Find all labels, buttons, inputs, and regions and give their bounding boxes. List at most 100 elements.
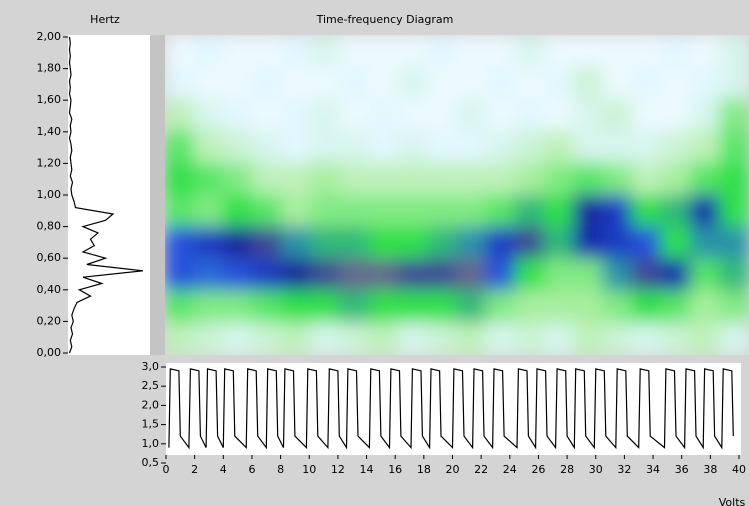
heatmap-cell bbox=[193, 194, 224, 228]
heatmap-cell bbox=[602, 290, 633, 324]
y-tick-label: 1,00 bbox=[37, 188, 62, 201]
heatmap-cell bbox=[719, 290, 749, 324]
heatmap-cell bbox=[544, 130, 575, 164]
heatmap-cell bbox=[544, 226, 575, 260]
heatmap-cell bbox=[456, 194, 487, 228]
heatmap-cell bbox=[310, 130, 341, 164]
x-tick-label: 6 bbox=[248, 463, 255, 476]
heatmap-cell bbox=[281, 35, 312, 68]
heatmap-cell bbox=[310, 162, 341, 196]
heatmap-cell bbox=[514, 162, 546, 196]
heatmap-cell bbox=[165, 162, 195, 196]
x-tick-label: 38 bbox=[703, 463, 717, 476]
data-line bbox=[168, 368, 734, 450]
heatmap-cell bbox=[602, 98, 633, 132]
heatmap-cell bbox=[252, 322, 283, 355]
heatmap-cell bbox=[485, 194, 516, 228]
heatmap-cell bbox=[660, 35, 692, 68]
heatmap-cell bbox=[398, 35, 429, 68]
heatmap-cell bbox=[660, 66, 692, 100]
heatmap-cell bbox=[165, 98, 195, 132]
heatmap-cell bbox=[165, 35, 195, 68]
heatmap-cell bbox=[631, 322, 662, 355]
heatmap-cell bbox=[690, 290, 721, 324]
heatmap-cell bbox=[310, 322, 341, 355]
heatmap-cell bbox=[544, 162, 575, 196]
heatmap-cell bbox=[573, 322, 604, 355]
y-tick-label: 0,5 bbox=[142, 456, 160, 469]
heatmap-cell bbox=[281, 322, 312, 355]
heatmap-cell bbox=[398, 194, 429, 228]
heatmap-cell bbox=[719, 130, 749, 164]
heatmap-cell bbox=[252, 290, 283, 324]
heatmap-cell bbox=[222, 98, 254, 132]
heatmap-cell bbox=[573, 35, 604, 68]
heatmap-cell bbox=[631, 226, 662, 260]
heatmap-cell bbox=[310, 290, 341, 324]
heatmap-cell bbox=[514, 226, 546, 260]
heatmap-cell bbox=[222, 35, 254, 68]
heatmap-cell bbox=[690, 35, 721, 68]
heatmap-cell bbox=[573, 258, 604, 292]
heatmap-cell bbox=[398, 98, 429, 132]
heatmap-cell bbox=[398, 226, 429, 260]
heatmap-cell bbox=[660, 322, 692, 355]
heatmap-cell bbox=[368, 322, 400, 355]
y-tick-label: 0,00 bbox=[37, 346, 62, 359]
heatmap-cell bbox=[719, 66, 749, 100]
heatmap-cell bbox=[165, 66, 195, 100]
heatmap-cell bbox=[602, 35, 633, 68]
heatmap-cell bbox=[368, 66, 400, 100]
heatmap-cell bbox=[427, 194, 458, 228]
heatmap-cell bbox=[631, 258, 662, 292]
x-tick-label: 32 bbox=[617, 463, 631, 476]
heatmap-cell bbox=[456, 130, 487, 164]
heatmap-cell bbox=[427, 130, 458, 164]
heatmap-cell bbox=[398, 130, 429, 164]
panel-gap bbox=[150, 35, 165, 355]
heatmap-cell bbox=[485, 258, 516, 292]
heatmap-cell bbox=[602, 226, 633, 260]
heatmap-cell bbox=[310, 98, 341, 132]
heatmap-cell bbox=[281, 290, 312, 324]
heatmap-cell bbox=[339, 194, 370, 228]
heatmap-cell bbox=[281, 66, 312, 100]
heatmap-cell bbox=[456, 322, 487, 355]
heatmap-cell bbox=[252, 130, 283, 164]
heatmap-cell bbox=[573, 98, 604, 132]
y-tick-label: 0,40 bbox=[37, 283, 62, 296]
x-tick-label: 4 bbox=[220, 463, 227, 476]
heatmap-cell bbox=[690, 162, 721, 196]
heatmap-cell bbox=[165, 130, 195, 164]
heatmap-cell bbox=[719, 35, 749, 68]
x-tick-label: 14 bbox=[360, 463, 374, 476]
heatmap-cell bbox=[660, 290, 692, 324]
heatmap-cell bbox=[485, 226, 516, 260]
heatmap-cell bbox=[690, 130, 721, 164]
heatmap-cell bbox=[310, 194, 341, 228]
heatmap-cell bbox=[719, 98, 749, 132]
y-tick-label: 0,60 bbox=[37, 251, 62, 264]
heatmap-cell bbox=[222, 290, 254, 324]
heatmap-cell bbox=[193, 162, 224, 196]
heatmap-cell bbox=[368, 194, 400, 228]
x-tick-label: 0 bbox=[163, 463, 170, 476]
heatmap-cell bbox=[514, 66, 546, 100]
heatmap-cell bbox=[660, 130, 692, 164]
heatmap-cell bbox=[398, 290, 429, 324]
heatmap-cell bbox=[193, 35, 224, 68]
heatmap-cell bbox=[252, 66, 283, 100]
heatmap-cell bbox=[660, 258, 692, 292]
heatmap-cell bbox=[485, 322, 516, 355]
heatmap-cell bbox=[222, 162, 254, 196]
heatmap-cell bbox=[485, 66, 516, 100]
x-tick-label: 2 bbox=[191, 463, 198, 476]
heatmap-cell bbox=[281, 162, 312, 196]
heatmap-cell bbox=[514, 35, 546, 68]
heatmap bbox=[165, 35, 749, 355]
heatmap-cell bbox=[456, 226, 487, 260]
heatmap-cell bbox=[165, 194, 195, 228]
heatmap-cell bbox=[398, 162, 429, 196]
heatmap-cell bbox=[456, 290, 487, 324]
heatmap-cell bbox=[456, 258, 487, 292]
